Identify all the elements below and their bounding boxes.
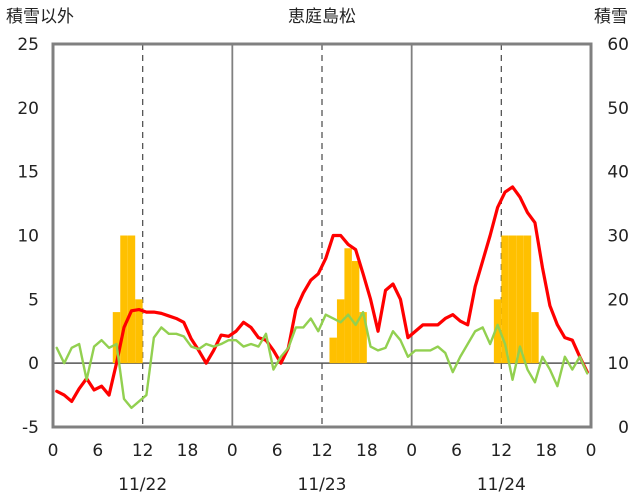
plot-border: [51, 42, 593, 429]
y-right-tick-label: 40: [607, 163, 629, 183]
y-left-tick-label: -5: [22, 418, 39, 438]
x-tick-label: 18: [356, 441, 378, 461]
x-tick-label: 0: [586, 441, 597, 461]
bar: [329, 337, 337, 364]
bar: [344, 248, 352, 364]
y-right-tick-label: 10: [607, 354, 629, 374]
x-tick-label: 12: [491, 441, 513, 461]
y-right-tick-label: 20: [607, 290, 629, 310]
bar: [508, 235, 517, 364]
y-left-tick-label: 10: [17, 227, 39, 247]
bar: [523, 235, 532, 364]
bar: [359, 312, 367, 364]
y-right-tick-label: 30: [607, 227, 629, 247]
x-tick-label: 0: [406, 441, 417, 461]
y-left-tick-label: 25: [17, 35, 39, 55]
y-right-tick-label: 60: [607, 35, 629, 55]
y-left-ticks: -5 0 5 10 15 20 25: [17, 35, 39, 438]
x-tick-label: 18: [177, 441, 199, 461]
y-right-tick-label: 0: [618, 418, 629, 438]
y-right-ticks: 0 10 20 30 40 50 60: [607, 35, 629, 438]
x-ticks: 0 6 12 18 0 6 12 18 0 6 12 18 0: [48, 441, 597, 461]
x-tick-label: 6: [92, 441, 103, 461]
x-tick-label: 12: [311, 441, 333, 461]
x-tick-label: 6: [451, 441, 462, 461]
bar: [351, 261, 360, 364]
date-label: 11/22: [118, 475, 167, 495]
left-axis-label: 積雪以外: [6, 7, 74, 27]
y-right-tick-label: 50: [607, 99, 629, 119]
right-axis-label: 積雪: [594, 7, 628, 27]
x-tick-label: 0: [227, 441, 238, 461]
x-tick-label: 6: [272, 441, 283, 461]
bar: [493, 299, 502, 364]
date-label: 11/24: [477, 475, 526, 495]
bar: [501, 235, 509, 364]
x-tick-label: 12: [132, 441, 154, 461]
bar: [120, 235, 128, 364]
series-line-1: [55, 185, 589, 404]
bar: [112, 312, 121, 364]
chart-title: 恵庭島松: [288, 7, 356, 27]
plot-frame: [51, 42, 593, 429]
y-left-tick-label: 15: [17, 163, 39, 183]
x-tick-label: 0: [48, 441, 59, 461]
bar: [336, 299, 345, 364]
bar: [135, 299, 143, 364]
bars-layer: [112, 235, 539, 364]
series-line-2: [55, 310, 589, 410]
date-label: 11/23: [298, 475, 347, 495]
y-left-tick-label: 0: [28, 354, 39, 374]
date-labels: 11/22 11/23 11/24: [118, 475, 526, 495]
x-tick-label: 18: [535, 441, 557, 461]
bar: [516, 235, 524, 364]
bar: [531, 312, 539, 364]
y-left-tick-label: 5: [28, 290, 39, 310]
y-left-tick-label: 20: [17, 99, 39, 119]
bar: [127, 235, 136, 364]
